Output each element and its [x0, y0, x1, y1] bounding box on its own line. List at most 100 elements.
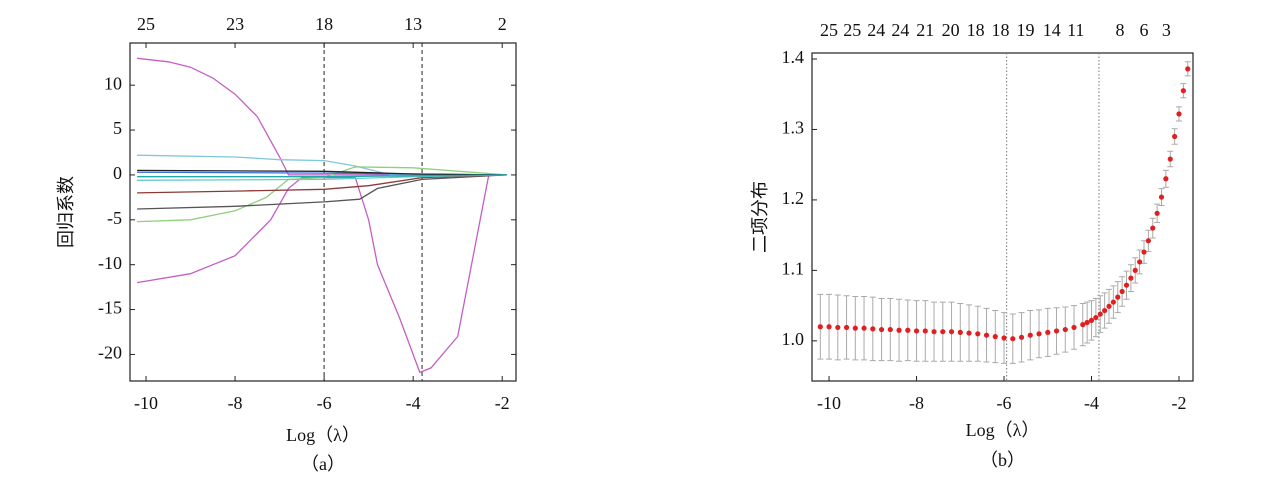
top-tick-label: 13 — [404, 14, 422, 34]
cv-point — [1154, 210, 1160, 216]
y-tick-label: -10 — [98, 253, 122, 273]
cv-point — [1102, 307, 1108, 314]
cv-point — [1036, 331, 1042, 337]
top-tick-label: 24 — [891, 20, 909, 40]
top-tick-label: 14 — [1043, 20, 1061, 40]
x-tick-label: -2 — [1172, 393, 1187, 413]
y-tick-label: 0 — [113, 163, 122, 183]
x-tick-label: -6 — [997, 393, 1012, 413]
cv-point — [1167, 156, 1173, 162]
cv-point — [1097, 311, 1103, 317]
coefficient-path — [137, 154, 507, 176]
cv-point — [843, 324, 850, 331]
cv-point — [852, 325, 858, 331]
coefficient-path — [137, 169, 507, 176]
cv-point — [1115, 294, 1121, 300]
y-tick-label: 5 — [113, 118, 122, 138]
cv-point — [1185, 66, 1191, 72]
cv-point — [1080, 322, 1086, 328]
top-tick-label: 25 — [137, 14, 155, 34]
cv-point — [905, 327, 911, 333]
top-tick-label: 2 — [498, 14, 507, 34]
cv-point — [870, 326, 876, 332]
cv-point — [1158, 194, 1165, 200]
plot-frame — [129, 42, 517, 382]
coefficient-path — [137, 174, 507, 178]
cv-point — [940, 329, 946, 335]
top-tick-label: 20 — [942, 20, 960, 40]
cv-point — [1062, 326, 1068, 333]
x-tick-label: -10 — [817, 393, 841, 413]
cv-point — [1071, 324, 1077, 331]
cv-point — [983, 332, 990, 338]
coefficient-path — [136, 174, 507, 374]
x-tick-label: -4 — [406, 393, 421, 413]
cv-point — [1093, 314, 1099, 321]
cv-point — [992, 334, 998, 340]
top-tick-label: 25 — [843, 20, 861, 40]
top-tick-label: 18 — [315, 14, 333, 34]
top-tick-label: 19 — [1016, 20, 1034, 40]
top-tick-label: 11 — [1067, 20, 1084, 40]
cv-point — [1001, 335, 1007, 341]
x-tick-label: -8 — [909, 393, 924, 413]
cv-point — [1150, 225, 1156, 231]
x-axis-label: Log（λ） — [966, 420, 1040, 440]
coefficient-path — [137, 174, 507, 194]
cv-point — [1132, 267, 1138, 273]
top-tick-label: 8 — [1115, 20, 1124, 40]
y-tick-label: 1.1 — [782, 258, 805, 278]
cv-point — [861, 325, 867, 331]
cv-point — [922, 328, 928, 334]
top-tick-label: 21 — [916, 20, 934, 40]
cv-point — [1119, 288, 1125, 295]
top-tick-label: 18 — [992, 20, 1010, 40]
y-axis-label: 回归系数 — [56, 176, 76, 248]
cv-point — [878, 326, 885, 333]
cv-point — [1163, 176, 1169, 182]
top-tick-label: 18 — [967, 20, 985, 40]
top-tick-label: 25 — [820, 20, 838, 40]
cv-point — [957, 329, 963, 335]
x-tick-label: -4 — [1084, 393, 1099, 413]
coefficient-path — [137, 174, 507, 210]
y-tick-label: 1.4 — [782, 47, 805, 67]
cv-point — [1045, 329, 1051, 335]
cv-point — [1137, 259, 1143, 265]
x-tick-label: -2 — [495, 393, 510, 413]
cv-point — [1145, 238, 1151, 244]
cv-point — [975, 331, 981, 337]
cv-point — [1180, 88, 1186, 94]
cv-point — [966, 330, 972, 336]
cv-point — [1088, 317, 1095, 324]
cv-point — [931, 329, 937, 335]
top-tick-label: 23 — [226, 14, 244, 34]
cv-point — [1128, 275, 1134, 281]
x-axis-label: Log（λ） — [286, 425, 360, 445]
y-tick-label: -20 — [98, 343, 122, 363]
y-tick-label: 1.3 — [782, 118, 805, 138]
cv-point — [1141, 249, 1147, 255]
top-tick-label: 24 — [867, 20, 885, 40]
cv-point — [1018, 334, 1025, 340]
top-tick-label: 6 — [1140, 20, 1149, 40]
cv-point — [887, 326, 893, 333]
y-tick-label: -15 — [98, 298, 122, 318]
y-tick-label: 1.0 — [782, 329, 805, 349]
cv-point — [1053, 328, 1060, 334]
plot-frame — [811, 52, 1194, 382]
cv-point — [1123, 282, 1130, 288]
coefficient-path — [137, 57, 507, 176]
cv-point — [1106, 303, 1112, 309]
y-tick-label: -5 — [107, 208, 122, 228]
cv-point — [835, 324, 841, 331]
cv-point — [913, 328, 920, 334]
top-tick-label: 3 — [1162, 20, 1171, 40]
y-axis-label: 二项分布 — [750, 181, 770, 253]
cv-point — [1084, 319, 1090, 326]
caption: （a） — [301, 454, 345, 474]
y-tick-label: 10 — [104, 73, 122, 93]
caption: （b） — [980, 450, 1025, 470]
cv-point — [1027, 332, 1033, 338]
